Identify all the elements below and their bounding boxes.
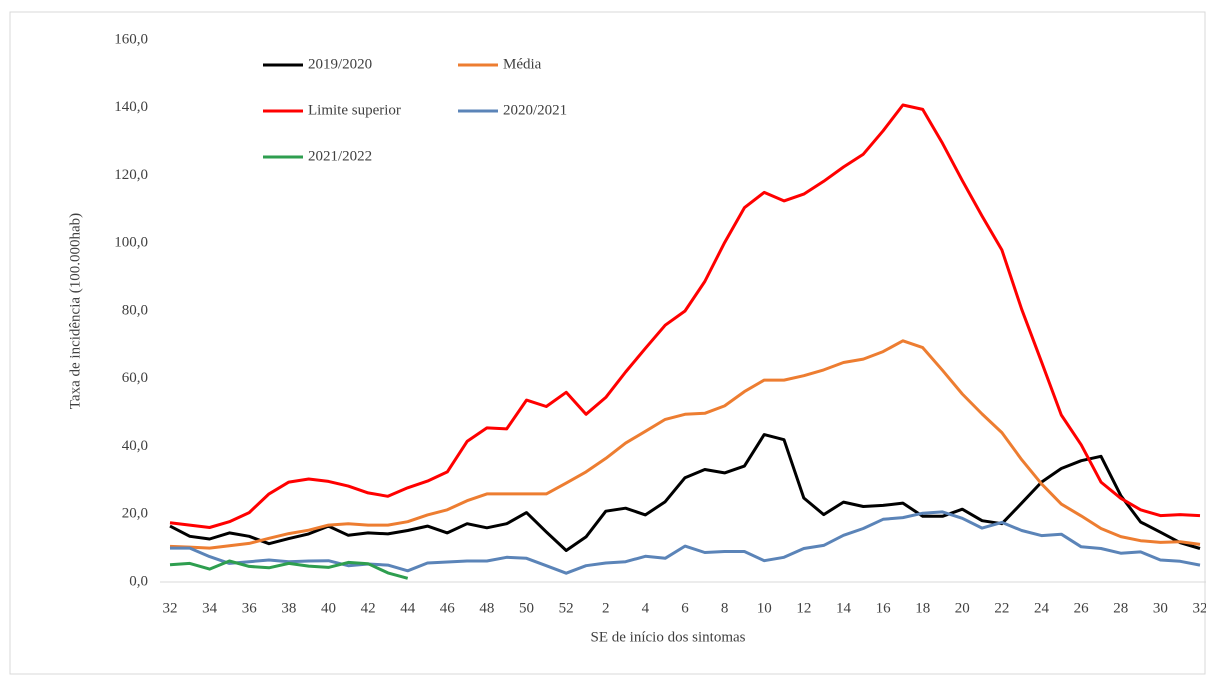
x-tick-label: 42 — [361, 600, 376, 616]
x-tick-label: 50 — [519, 600, 534, 616]
y-axis-title: Taxa de incidência (100.000hab) — [67, 213, 83, 409]
x-tick-label: 16 — [876, 600, 892, 616]
legend-label: Média — [503, 56, 542, 72]
x-tick-label: 4 — [642, 600, 650, 616]
y-tick-label: 40,0 — [122, 438, 148, 454]
y-tick-label: 80,0 — [122, 302, 148, 318]
x-tick-label: 46 — [440, 600, 456, 616]
x-tick-label: 14 — [836, 600, 852, 616]
x-axis-title: SE de início dos sintomas — [591, 629, 746, 645]
x-tick-label: 8 — [721, 600, 729, 616]
chart-frame — [9, 11, 1206, 675]
y-tick-label: 60,0 — [122, 370, 148, 386]
x-tick-label: 24 — [1034, 600, 1050, 616]
x-tick-label: 44 — [400, 600, 416, 616]
x-tick-label: 32 — [1193, 600, 1206, 616]
y-tick-label: 0,0 — [129, 573, 148, 589]
y-tick-label: 160,0 — [114, 31, 148, 47]
series-line — [169, 339, 1201, 550]
legend-label: 2020/2021 — [503, 102, 567, 118]
y-tick-label: 140,0 — [114, 99, 148, 115]
series-line — [169, 103, 1201, 529]
legend-label: 2019/2020 — [308, 56, 372, 72]
x-tick-label: 38 — [281, 600, 296, 616]
legend-label: Limite superior — [308, 102, 401, 118]
y-tick-label: 100,0 — [114, 235, 148, 251]
x-tick-label: 2 — [602, 600, 610, 616]
x-tick-label: 30 — [1153, 600, 1168, 616]
x-tick-label: 52 — [559, 600, 574, 616]
x-tick-label: 48 — [479, 600, 494, 616]
x-tick-label: 32 — [163, 600, 178, 616]
x-tick-label: 10 — [757, 600, 772, 616]
x-tick-label: 18 — [915, 600, 930, 616]
series-line — [170, 510, 1201, 575]
x-tick-label: 20 — [955, 600, 970, 616]
x-tick-label: 28 — [1113, 600, 1128, 616]
x-tick-label: 26 — [1074, 600, 1090, 616]
y-tick-label: 20,0 — [122, 506, 148, 522]
x-tick-label: 12 — [796, 600, 811, 616]
x-tick-label: 6 — [681, 600, 689, 616]
x-tick-label: 22 — [994, 600, 1009, 616]
legend-label: 2021/2022 — [308, 148, 372, 164]
x-tick-label: 40 — [321, 600, 336, 616]
x-tick-label: 36 — [242, 600, 258, 616]
x-tick-label: 34 — [202, 600, 218, 616]
y-tick-label: 120,0 — [114, 167, 148, 183]
series-line — [169, 559, 409, 580]
series-line — [169, 433, 1201, 552]
